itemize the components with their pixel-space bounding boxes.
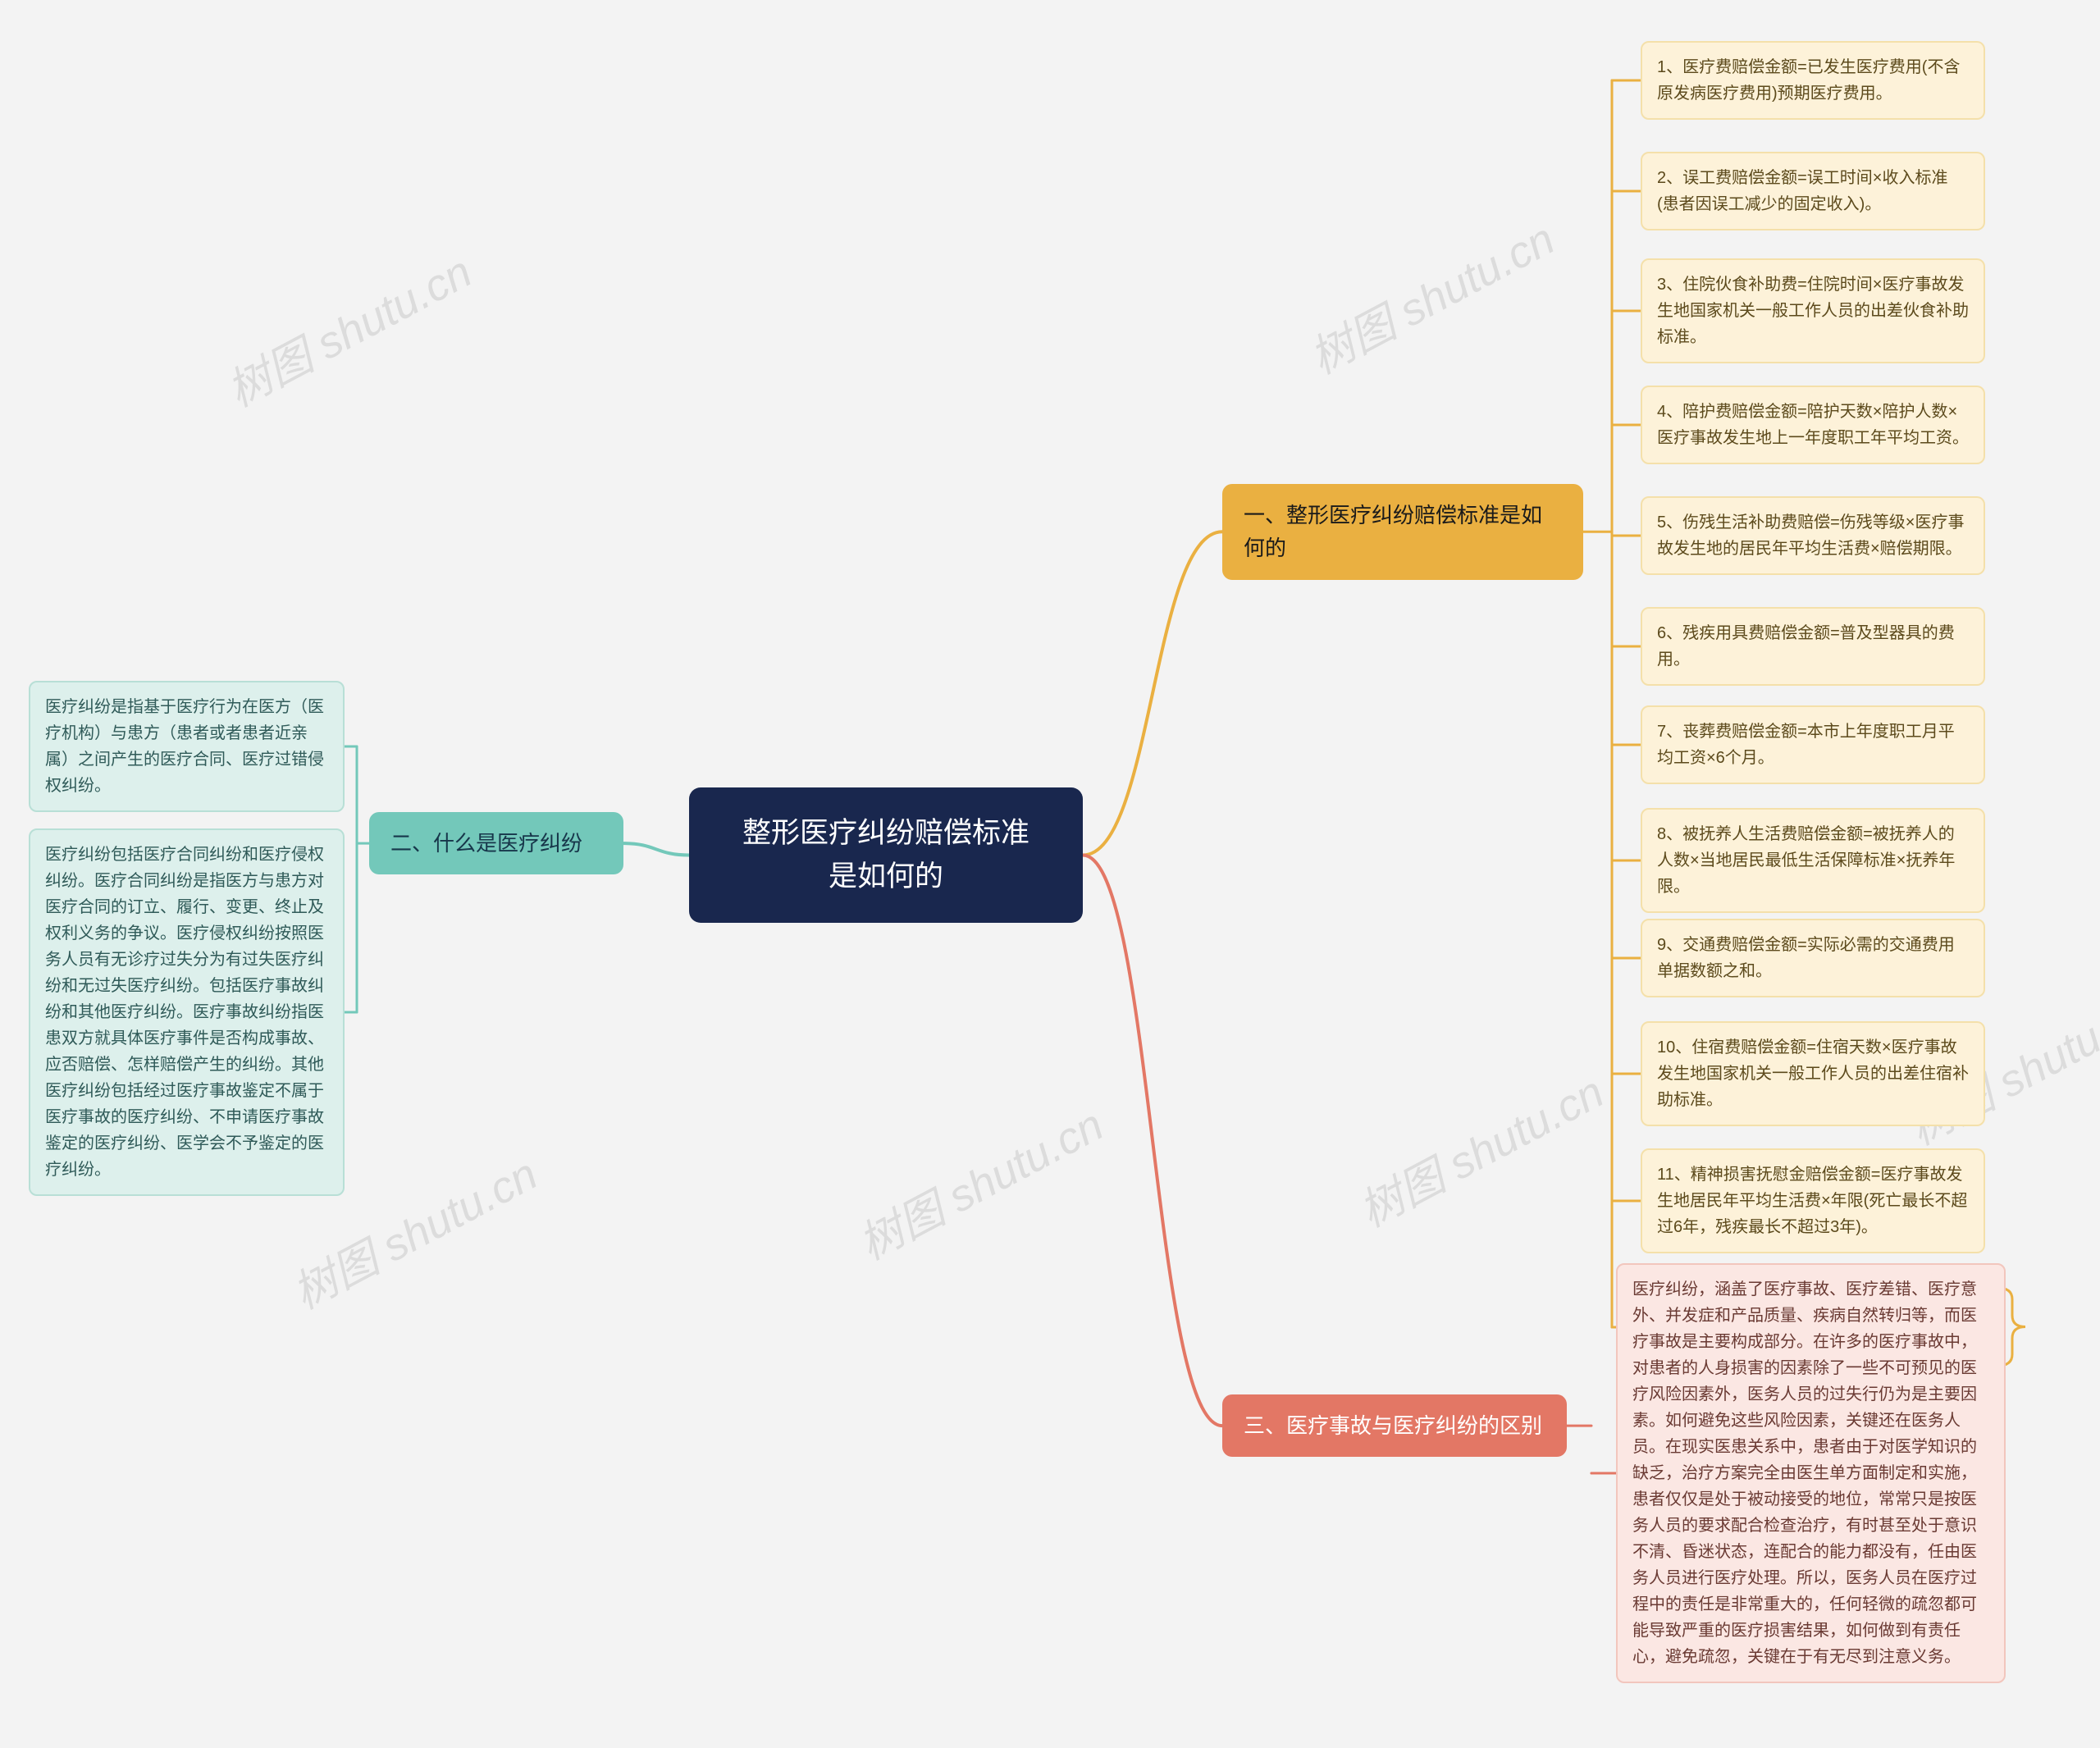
branch-2[interactable]: 二、什么是医疗纠纷 [369, 812, 623, 874]
leaf-text: 2、误工费赔偿金额=误工时间×收入标准(患者因误工减少的固定收入)。 [1657, 169, 1947, 213]
root-label: 整形医疗纠纷赔偿标准是如何的 [742, 817, 1029, 892]
leaf-1-11[interactable]: 11、精神损害抚慰金赔偿金额=医疗事故发生地居民年平均生活费×年限(死亡最长不超… [1641, 1148, 1985, 1253]
leaf-1-3[interactable]: 3、住院伙食补助费=住院时间×医疗事故发生地国家机关一般工作人员的出差伙食补助标… [1641, 258, 1985, 363]
branch-3-label: 三、医疗事故与医疗纠纷的区别 [1244, 1413, 1542, 1438]
leaf-1-1[interactable]: 1、医疗费赔偿金额=已发生医疗费用(不含原发病医疗费用)预期医疗费用。 [1641, 41, 1985, 120]
leaf-1-6[interactable]: 6、残疾用具费赔偿金额=普及型器具的费用。 [1641, 607, 1985, 686]
root-node[interactable]: 整形医疗纠纷赔偿标准是如何的 [689, 787, 1083, 923]
watermark: 树图 shutu.cn [846, 1089, 1113, 1272]
leaf-text: 医疗纠纷是指基于医疗行为在医方（医疗机构）与患方（患者或者患者近亲属）之间产生的… [45, 698, 324, 795]
branch-1-label: 一、整形医疗纠纷赔偿标准是如何的 [1244, 503, 1542, 560]
leaf-text: 7、丧葬费赔偿金额=本市上年度职工月平均工资×6个月。 [1657, 723, 1955, 767]
leaf-2-1[interactable]: 医疗纠纷是指基于医疗行为在医方（医疗机构）与患方（患者或者患者近亲属）之间产生的… [29, 681, 345, 812]
leaf-1-9[interactable]: 9、交通费赔偿金额=实际必需的交通费用单据数额之和。 [1641, 919, 1985, 997]
leaf-text: 10、住宿费赔偿金额=住宿天数×医疗事故发生地国家机关一般工作人员的出差住宿补助… [1657, 1038, 1969, 1109]
branch-3[interactable]: 三、医疗事故与医疗纠纷的区别 [1222, 1394, 1567, 1457]
leaf-1-4[interactable]: 4、陪护费赔偿金额=陪护天数×陪护人数×医疗事故发生地上一年度职工年平均工资。 [1641, 386, 1985, 464]
leaf-text: 6、残疾用具费赔偿金额=普及型器具的费用。 [1657, 624, 1955, 669]
leaf-1-2[interactable]: 2、误工费赔偿金额=误工时间×收入标准(患者因误工减少的固定收入)。 [1641, 152, 1985, 230]
leaf-1-7[interactable]: 7、丧葬费赔偿金额=本市上年度职工月平均工资×6个月。 [1641, 705, 1985, 784]
leaf-text: 医疗纠纷包括医疗合同纠纷和医疗侵权纠纷。医疗合同纠纷是指医方与患方对医疗合同的订… [45, 846, 324, 1179]
watermark: 树图 shutu.cn [1297, 203, 1564, 386]
leaf-text: 1、医疗费赔偿金额=已发生医疗费用(不含原发病医疗费用)预期医疗费用。 [1657, 58, 1960, 103]
leaf-1-8[interactable]: 8、被抚养人生活费赔偿金额=被抚养人的人数×当地居民最低生活保障标准×抚养年限。 [1641, 808, 1985, 913]
leaf-3-1[interactable]: 医疗纠纷，涵盖了医疗事故、医疗差错、医疗意外、并发症和产品质量、疾病自然转归等，… [1616, 1263, 2006, 1683]
leaf-1-5[interactable]: 5、伤残生活补助费赔偿=伤残等级×医疗事故发生地的居民年平均生活费×赔偿期限。 [1641, 496, 1985, 575]
leaf-text: 8、被抚养人生活费赔偿金额=被抚养人的人数×当地居民最低生活保障标准×抚养年限。 [1657, 825, 1955, 896]
watermark: 树图 shutu.cn [214, 236, 482, 419]
branch-1[interactable]: 一、整形医疗纠纷赔偿标准是如何的 [1222, 484, 1583, 580]
watermark: 树图 shutu.cn [1346, 1057, 1614, 1239]
leaf-text: 5、伤残生活补助费赔偿=伤残等级×医疗事故发生地的居民年平均生活费×赔偿期限。 [1657, 513, 1964, 558]
leaf-text: 3、住院伙食补助费=住院时间×医疗事故发生地国家机关一般工作人员的出差伙食补助标… [1657, 276, 1969, 346]
leaf-text: 4、陪护费赔偿金额=陪护天数×陪护人数×医疗事故发生地上一年度职工年平均工资。 [1657, 403, 1969, 447]
leaf-1-10[interactable]: 10、住宿费赔偿金额=住宿天数×医疗事故发生地国家机关一般工作人员的出差住宿补助… [1641, 1021, 1985, 1126]
leaf-2-2[interactable]: 医疗纠纷包括医疗合同纠纷和医疗侵权纠纷。医疗合同纠纷是指医方与患方对医疗合同的订… [29, 828, 345, 1196]
leaf-text: 9、交通费赔偿金额=实际必需的交通费用单据数额之和。 [1657, 936, 1955, 980]
branch-2-label: 二、什么是医疗纠纷 [390, 831, 582, 856]
mindmap-canvas: 树图 shutu.cn 树图 shutu.cn 树图 shutu.cn 树图 s… [0, 0, 2100, 1748]
leaf-text: 11、精神损害抚慰金赔偿金额=医疗事故发生地居民年平均生活费×年限(死亡最长不超… [1657, 1166, 1967, 1236]
leaf-text: 医疗纠纷，涵盖了医疗事故、医疗差错、医疗意外、并发症和产品质量、疾病自然转归等，… [1632, 1280, 1977, 1666]
